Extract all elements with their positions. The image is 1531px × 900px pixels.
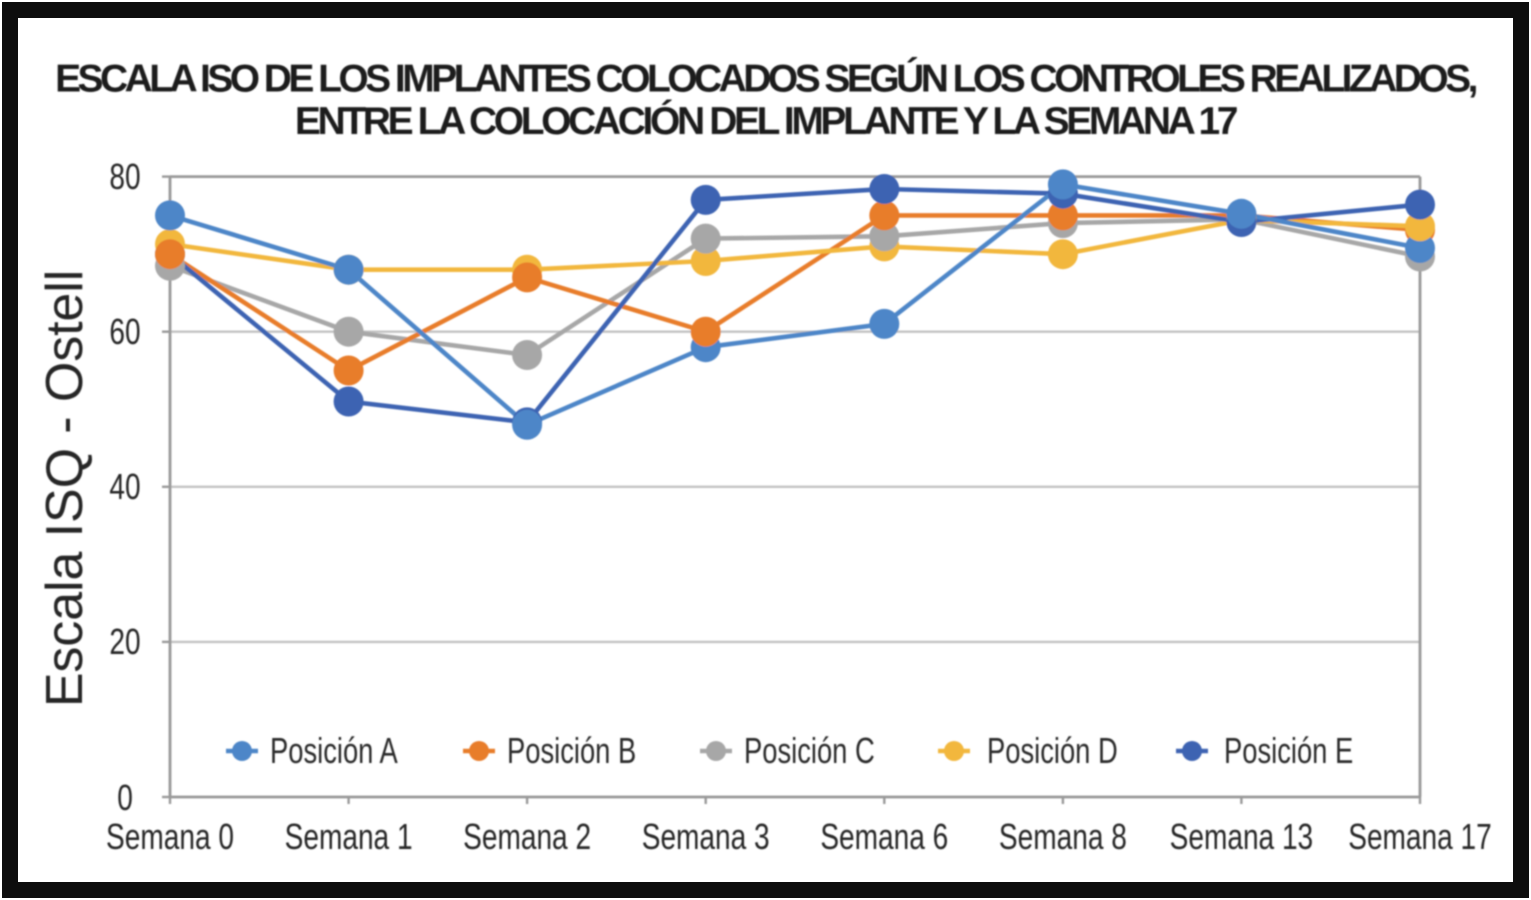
svg-text:Posición E: Posición E [1224, 730, 1353, 771]
svg-text:Semana 0: Semana 0 [106, 817, 234, 857]
svg-text:Semana 2: Semana 2 [463, 817, 591, 857]
svg-text:80: 80 [109, 157, 140, 197]
svg-text:Posición C: Posición C [744, 730, 875, 771]
svg-text:40: 40 [109, 467, 140, 507]
svg-text:Posición D: Posición D [987, 730, 1118, 771]
svg-text:Posición A: Posición A [270, 730, 398, 771]
svg-text:60: 60 [109, 312, 140, 352]
svg-text:Escala ISQ - Ostell: Escala ISQ - Ostell [36, 270, 94, 707]
svg-text:Semana 1: Semana 1 [285, 817, 413, 857]
svg-text:Semana 13: Semana 13 [1170, 817, 1314, 857]
svg-text:Semana 17: Semana 17 [1348, 817, 1492, 857]
svg-text:Posición B: Posición B [507, 730, 636, 771]
svg-text:Semana 6: Semana 6 [820, 817, 948, 857]
svg-text:ESCALA ISO DE LOS IMPLANTES CO: ESCALA ISO DE LOS IMPLANTES COLOCADOS SE… [55, 57, 1477, 101]
svg-text:20: 20 [109, 622, 140, 662]
svg-text:ENTRE LA COLOCACIÓN DEL IMPLAN: ENTRE LA COLOCACIÓN DEL IMPLANTE Y LA SE… [295, 99, 1237, 143]
svg-text:Semana 8: Semana 8 [999, 817, 1127, 857]
svg-text:0: 0 [117, 778, 133, 818]
svg-text:Semana 3: Semana 3 [642, 817, 770, 857]
